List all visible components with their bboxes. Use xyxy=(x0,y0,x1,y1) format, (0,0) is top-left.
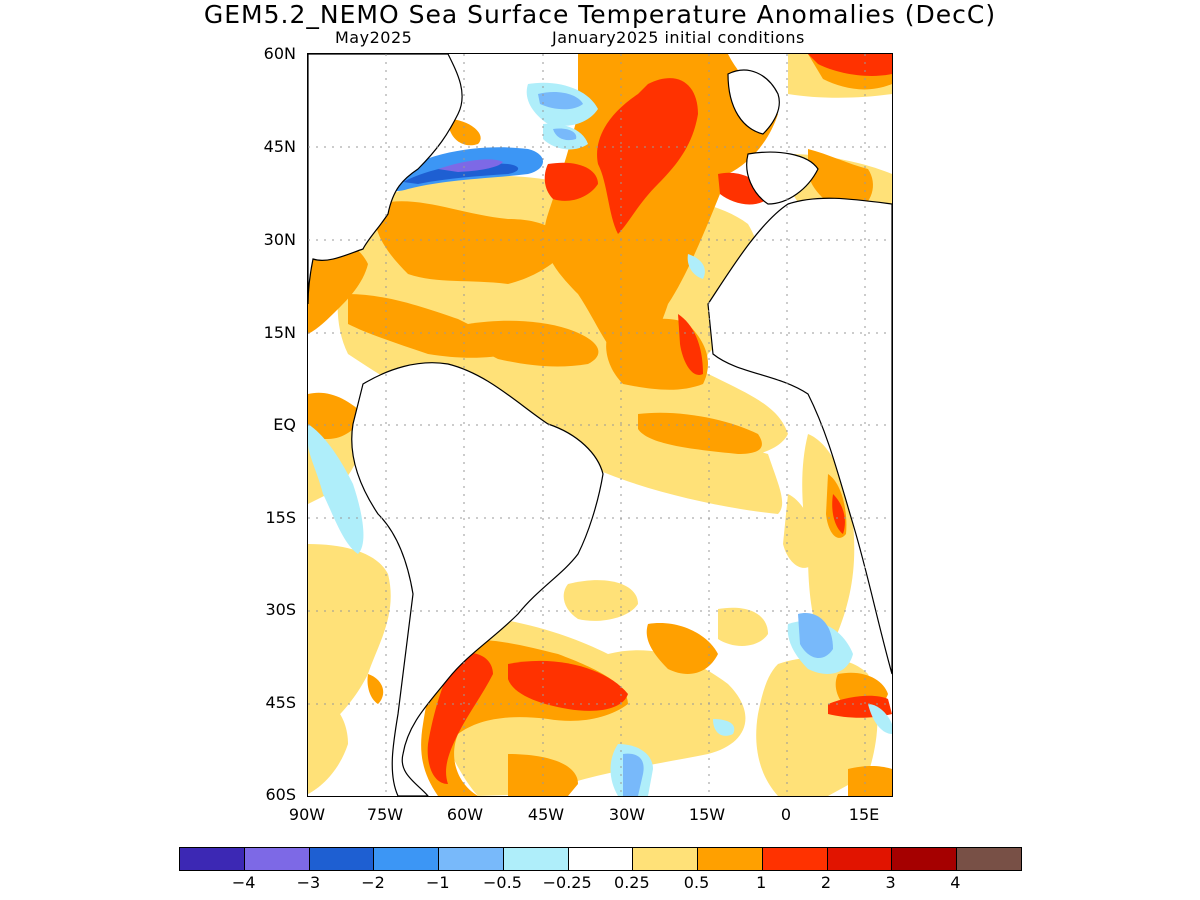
colorbar-tick-label: 3 xyxy=(885,873,896,892)
colorbar-tick-label: 2 xyxy=(820,873,832,892)
colorbar-swatch xyxy=(309,848,375,870)
colorbar-tick-label: −2 xyxy=(361,873,385,892)
lat-label: EQ xyxy=(273,415,296,434)
south-america xyxy=(351,362,604,796)
anomaly-fill-cold xyxy=(538,92,833,796)
initial-conditions: January2025 initial conditions xyxy=(552,28,805,47)
lon-label: 30W xyxy=(608,805,646,824)
colorbar-tick-label: 0.5 xyxy=(683,873,710,892)
colorbar-swatch xyxy=(180,848,245,870)
lat-label: 15S xyxy=(265,508,296,527)
colorbar-tick-label: −0.25 xyxy=(542,873,592,892)
iberia xyxy=(746,151,819,205)
colorbar-tick-label: 0.25 xyxy=(614,873,650,892)
colorbar-swatch xyxy=(503,848,569,870)
anomaly-fill-gulf-stream xyxy=(386,147,543,191)
colorbar-swatch xyxy=(698,848,763,870)
colorbar-swatch xyxy=(892,848,958,870)
colorbar-tick-label: −3 xyxy=(296,873,321,892)
anomaly-map-svg xyxy=(308,54,892,796)
colorbar-swatch xyxy=(568,848,634,870)
lon-label: 90W xyxy=(288,805,326,824)
lon-label: 0 xyxy=(780,805,792,824)
colorbar-tick-label: −1 xyxy=(425,873,450,892)
lat-label: 30N xyxy=(263,230,296,249)
anomaly-map xyxy=(307,53,893,797)
lat-label: 60S xyxy=(265,785,296,804)
map-title: GEM5.2_NEMO Sea Surface Temperature Anom… xyxy=(203,0,997,29)
anomaly-fill-1 xyxy=(427,54,892,784)
lon-label: 15W xyxy=(688,805,726,824)
lat-label: 45S xyxy=(265,693,296,712)
colorbar-swatch xyxy=(439,848,504,870)
land-masses xyxy=(308,54,892,796)
colorbar-swatch xyxy=(957,848,1021,870)
lat-label: 60N xyxy=(263,44,296,63)
graticule xyxy=(308,54,892,796)
africa xyxy=(707,197,892,675)
europe xyxy=(727,69,780,135)
lon-label: 60W xyxy=(446,805,484,824)
colorbar-tick-label: 4 xyxy=(950,873,961,892)
colorbar-tick-label: −0.5 xyxy=(483,873,522,892)
colorbar-tick-label: 1 xyxy=(756,873,767,892)
lon-label: 75W xyxy=(366,805,404,824)
forecast-month: May2025 xyxy=(335,28,413,47)
north-america xyxy=(308,54,463,305)
lat-label: 45N xyxy=(263,137,296,156)
colorbar-swatch xyxy=(244,848,310,870)
lat-label: 30S xyxy=(265,600,296,619)
colorbar-swatch xyxy=(827,848,893,870)
colorbar-swatch xyxy=(762,848,828,870)
colorbar-tick-label: −4 xyxy=(231,873,256,892)
lon-label: 15E xyxy=(848,805,880,824)
colorbar xyxy=(179,847,1022,871)
colorbar-swatch xyxy=(374,848,440,870)
lon-label: 45W xyxy=(527,805,565,824)
lat-label: 15N xyxy=(263,323,296,342)
colorbar-swatch xyxy=(633,848,699,870)
